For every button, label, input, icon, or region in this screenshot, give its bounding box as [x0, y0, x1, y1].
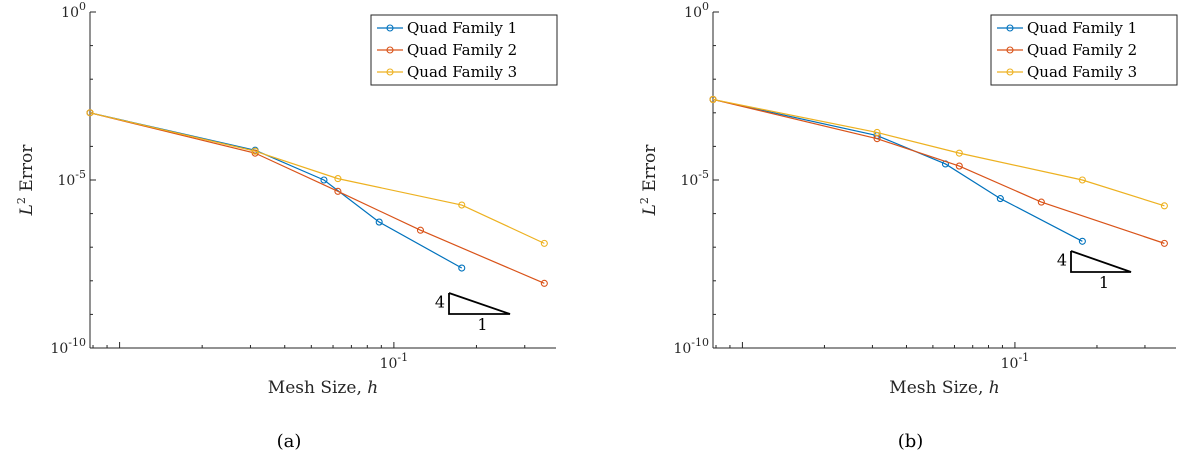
- series-1-point: [320, 176, 328, 184]
- slope-triangle: [1070, 250, 1132, 273]
- legend-label: Quad Family 2: [407, 41, 517, 59]
- series-line-2: [89, 112, 545, 284]
- series-2-point: [416, 226, 425, 234]
- legend-label: Quad Family 1: [407, 19, 517, 37]
- series-2-point: [334, 187, 342, 195]
- x-tick-label: 10-1: [380, 351, 409, 372]
- x-axis-label: Mesh Size, h: [268, 378, 378, 398]
- series-2-point: [251, 149, 259, 157]
- series-3-point: [334, 175, 342, 183]
- series-line-2: [712, 98, 1165, 244]
- slope-triangle: [448, 292, 511, 315]
- legend: Quad Family 1 Quad Family 2 Quad Family 3: [990, 14, 1178, 86]
- series-3-point: [86, 109, 94, 117]
- y-tick-label: 10-5: [57, 168, 86, 189]
- legend-swatch-marker: [1006, 24, 1014, 32]
- legend-label: Quad Family 3: [407, 63, 517, 81]
- series-2-point: [1160, 239, 1168, 247]
- y-axis-label: L2 Error: [15, 144, 37, 217]
- series-1-point: [1078, 237, 1086, 245]
- y-axis-label: L2 Error: [638, 144, 660, 217]
- legend-label: Quad Family 3: [1027, 63, 1137, 81]
- legend-swatch-marker: [386, 24, 394, 32]
- legend: Quad Family 1 Quad Family 2 Quad Family 3: [370, 14, 558, 86]
- subfigure-caption: (b): [898, 431, 924, 452]
- subfigure-caption: (a): [277, 431, 302, 452]
- y-tick-label: 100: [61, 0, 86, 21]
- legend-swatch-marker: [1006, 46, 1014, 54]
- y-tick-label: 10-10: [673, 336, 709, 357]
- series-3-point: [251, 147, 259, 155]
- series-line-3: [89, 112, 545, 244]
- legend-swatch-marker: [1006, 68, 1014, 76]
- series-line-3: [712, 98, 1165, 207]
- x-tick-label: 10-1: [1001, 351, 1030, 372]
- legend-swatch-marker: [386, 68, 394, 76]
- x-axis-label: Mesh Size, h: [889, 378, 999, 398]
- slope-run-label: 1: [1099, 273, 1109, 292]
- legend-label: Quad Family 2: [1027, 41, 1137, 59]
- series-2-point: [1037, 198, 1045, 206]
- series-1-point: [996, 195, 1004, 203]
- series-line-1: [89, 112, 463, 269]
- series-3-point: [1160, 202, 1168, 210]
- series-3-point: [458, 201, 466, 209]
- series-1-point: [375, 218, 383, 226]
- series-3-point: [709, 95, 717, 103]
- y-tick-label: 100: [684, 0, 709, 21]
- series-1-point: [458, 264, 466, 272]
- series-2-point: [540, 279, 548, 287]
- y-tick-label: 10-10: [50, 336, 86, 357]
- y-tick-label: 10-5: [680, 168, 709, 189]
- series-2-point: [955, 162, 963, 170]
- series-3-point: [873, 128, 881, 137]
- slope-rise-label: 4: [435, 293, 445, 312]
- series-3-point: [1078, 176, 1086, 184]
- series-3-point: [540, 239, 548, 247]
- series-3-point: [955, 149, 963, 157]
- slope-run-label: 1: [477, 315, 487, 334]
- slope-rise-label: 4: [1057, 251, 1067, 270]
- series-line-1: [712, 98, 1083, 242]
- legend-label: Quad Family 1: [1027, 19, 1137, 37]
- legend-swatch-marker: [386, 46, 394, 54]
